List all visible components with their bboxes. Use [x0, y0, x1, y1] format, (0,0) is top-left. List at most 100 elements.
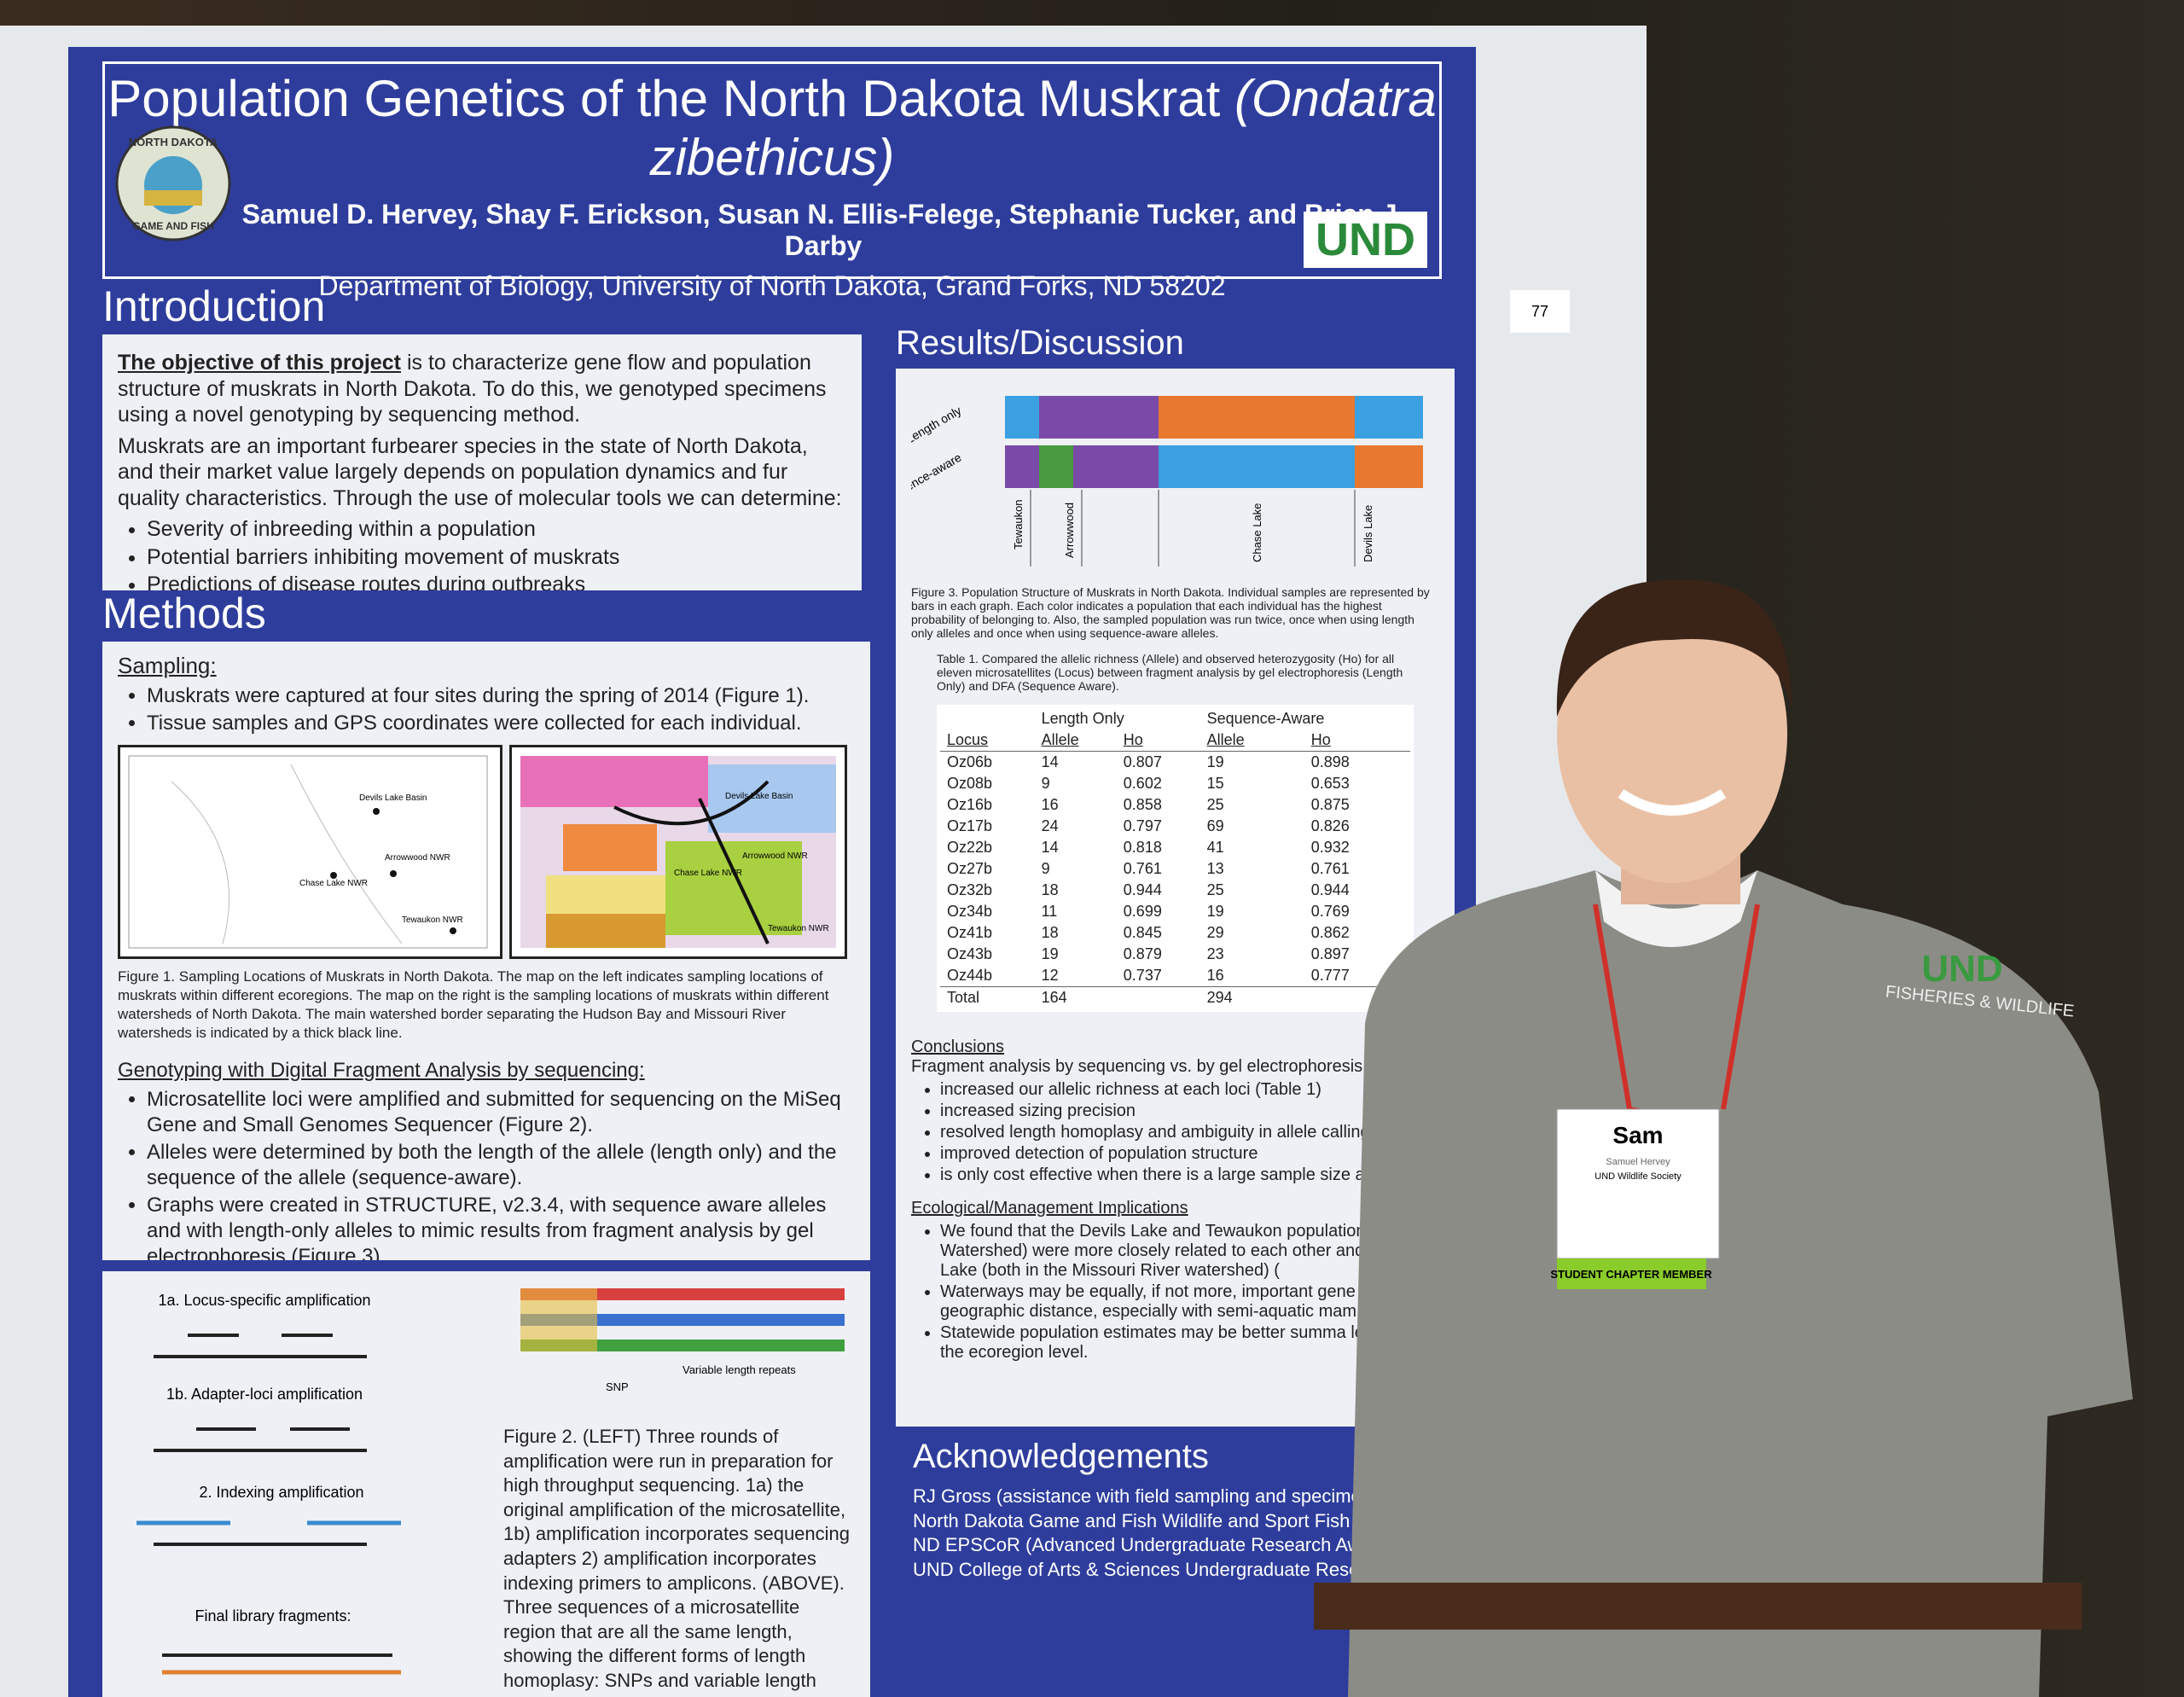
map-label: Devils Lake Basin [725, 792, 793, 801]
cell: 18 [1041, 881, 1059, 898]
cell: 0.944 [1310, 881, 1350, 898]
methods-box: Sampling: Muskrats were captured at four… [102, 642, 870, 1260]
seal-top: NORTH DAKOTA [129, 136, 218, 148]
cell: 0.602 [1123, 775, 1162, 792]
cell: 15 [1206, 775, 1224, 792]
authors: Samuel D. Hervey, Shay F. Erickson, Susa… [241, 199, 1405, 261]
cell: 0.807 [1123, 753, 1162, 770]
cell: 18 [1041, 924, 1059, 941]
shirt-logo: UND [1921, 948, 2002, 990]
cell: Oz08b [947, 775, 993, 792]
map-label: Chase Lake NWR [674, 869, 742, 878]
structure-plot: Length only Sequence-aware Tewaukon Arro… [896, 396, 1423, 567]
results-table: Length Only Sequence-Aware Locus Allele Ho Al… [940, 708, 1410, 1008]
table-row: Oz27b 9 0.761 13 0.761 [940, 858, 1410, 880]
ack-item: RJ Gross (assistance with field sampling… [913, 1485, 1388, 1507]
table-row: Oz16b 16 0.858 25 0.875 [940, 794, 1410, 816]
cell: 9 [1041, 775, 1050, 792]
cell: 0.818 [1123, 839, 1162, 856]
map-label: Chase Lake NWR [299, 879, 368, 888]
figure-caption: Figure 2. (LEFT) Three rounds of amplifi… [503, 1426, 851, 1697]
cell: Oz41b [947, 924, 993, 941]
cell: 69 [1206, 817, 1224, 834]
intro-box: The objective of this project is to char… [102, 334, 862, 590]
ack-item: UND College of Arts & Sciences Undergrad… [913, 1558, 1413, 1580]
cell: 14 [1041, 839, 1059, 856]
table-row: Oz17b 24 0.797 69 0.826 [940, 816, 1410, 837]
row-label: Sequence-aware [911, 450, 964, 508]
sequence-diagram: SNP Variable length repeats [520, 1288, 845, 1393]
cell: 14 [1041, 753, 1059, 770]
column-header: Allele [1041, 731, 1079, 748]
objective-text: is to characterize gene flow and populat… [118, 351, 827, 427]
list-item: increased sizing precision [940, 1101, 1439, 1121]
figure-caption: Figure 1. Sampling Locations of Muskrats… [118, 968, 829, 1041]
list-item: Predictions of disease routes during out… [147, 572, 846, 590]
poster-header: NORTH DAKOTA GAME AND FISH Population Ge… [102, 61, 1442, 301]
cell: 0.879 [1123, 945, 1162, 962]
title: Population Genetics of the North Dakota … [107, 70, 1221, 127]
title-line: Population Genetics of the North Dakota … [105, 69, 1439, 187]
map-label: Arrowwood NWR [742, 851, 808, 861]
cell: 9 [1041, 860, 1050, 877]
cell: 0.944 [1123, 881, 1162, 898]
cell: 0.932 [1310, 839, 1350, 856]
cell: 24 [1041, 817, 1059, 834]
cell: 25 [1206, 796, 1224, 813]
cell: 13 [1206, 860, 1224, 877]
und-logo: UND [1304, 212, 1427, 268]
section-heading: Results/Discussion [896, 324, 1184, 362]
table-caption: Table 1. Compared the allelic richness (… [937, 652, 1403, 693]
list-item: Waterways may be equally, if not more, i… [940, 1282, 1439, 1322]
subheading: Sampling: [118, 653, 217, 678]
map-label: Tewaukon NWR [402, 915, 463, 925]
step-label: 1a. Locus-specific amplification [158, 1292, 370, 1309]
list-item: Alleles were determined by both the leng… [147, 1140, 855, 1191]
diagram-label: Variable length repeats [682, 1363, 796, 1376]
section-heading: Methods [102, 590, 266, 637]
subheading: Conclusions [911, 1037, 1004, 1056]
figure2-box: 1a. Locus-specific amplification 1b. Ada… [102, 1271, 870, 1697]
site-label: Devils Lake [1362, 505, 1374, 562]
map-label: Devils Lake Basin [359, 793, 427, 803]
cell: 0.897 [1310, 945, 1350, 962]
table-row: Oz22b 14 0.818 41 0.932 [940, 837, 1410, 858]
cell: 0.761 [1310, 860, 1350, 877]
cell: 294 [1206, 989, 1233, 1006]
list-item: Severity of inbreeding within a populati… [147, 516, 846, 543]
list-item: Graphs were created in STRUCTURE, v2.3.4… [147, 1193, 855, 1260]
table-frame: Length Only Sequence-Aware Locus Allele Ho Al… [937, 705, 1414, 1012]
cell [940, 708, 1035, 729]
column-header: Ho [1310, 731, 1331, 748]
cell: Oz43b [947, 945, 993, 962]
column-header: Locus [947, 731, 989, 748]
step-label: 2. Indexing amplification [199, 1484, 363, 1501]
cell: 0.898 [1310, 753, 1350, 770]
cell: Oz06b [947, 753, 993, 770]
board-tag: 77 [1510, 290, 1570, 333]
cell: 11 [1041, 903, 1058, 920]
badge-name: Sam [1612, 1122, 1663, 1148]
conclusions-lead: Fragment analysis by sequencing vs. by g… [911, 1057, 1368, 1076]
subheading: Ecological/Management Implications [911, 1199, 1188, 1218]
cell: 19 [1041, 945, 1059, 962]
cell: 19 [1206, 753, 1224, 770]
group-row: Length Only Sequence-Aware [940, 708, 1410, 729]
cell: 12 [1041, 967, 1059, 984]
table-row: Oz32b 18 0.944 25 0.944 [940, 880, 1410, 901]
section-heading: Acknowledgements [913, 1438, 1209, 1475]
cell: Oz34b [947, 903, 993, 920]
header-row: Locus Allele Ho Allele Ho [940, 729, 1410, 752]
intro-paragraph: Muskrats are an important furbearer spec… [118, 433, 842, 510]
diagram-label: SNP [606, 1380, 629, 1393]
acknowledgements-list: RJ Gross (assistance with field sampling… [913, 1485, 1425, 1582]
cell: 29 [1206, 924, 1224, 941]
ack-item: ND EPSCoR (Advanced Undergraduate Resear… [913, 1534, 1395, 1556]
list-item: is only cost effective when there is a l… [940, 1165, 1439, 1185]
cell: Total [947, 989, 980, 1006]
cell: Oz44b [947, 967, 993, 984]
list-item: resolved length homoplasy and ambiguity … [940, 1123, 1439, 1142]
amplification-diagram: 1a. Locus-specific amplification 1b. Ada… [136, 1292, 401, 1675]
column-header: Ho [1123, 731, 1143, 748]
